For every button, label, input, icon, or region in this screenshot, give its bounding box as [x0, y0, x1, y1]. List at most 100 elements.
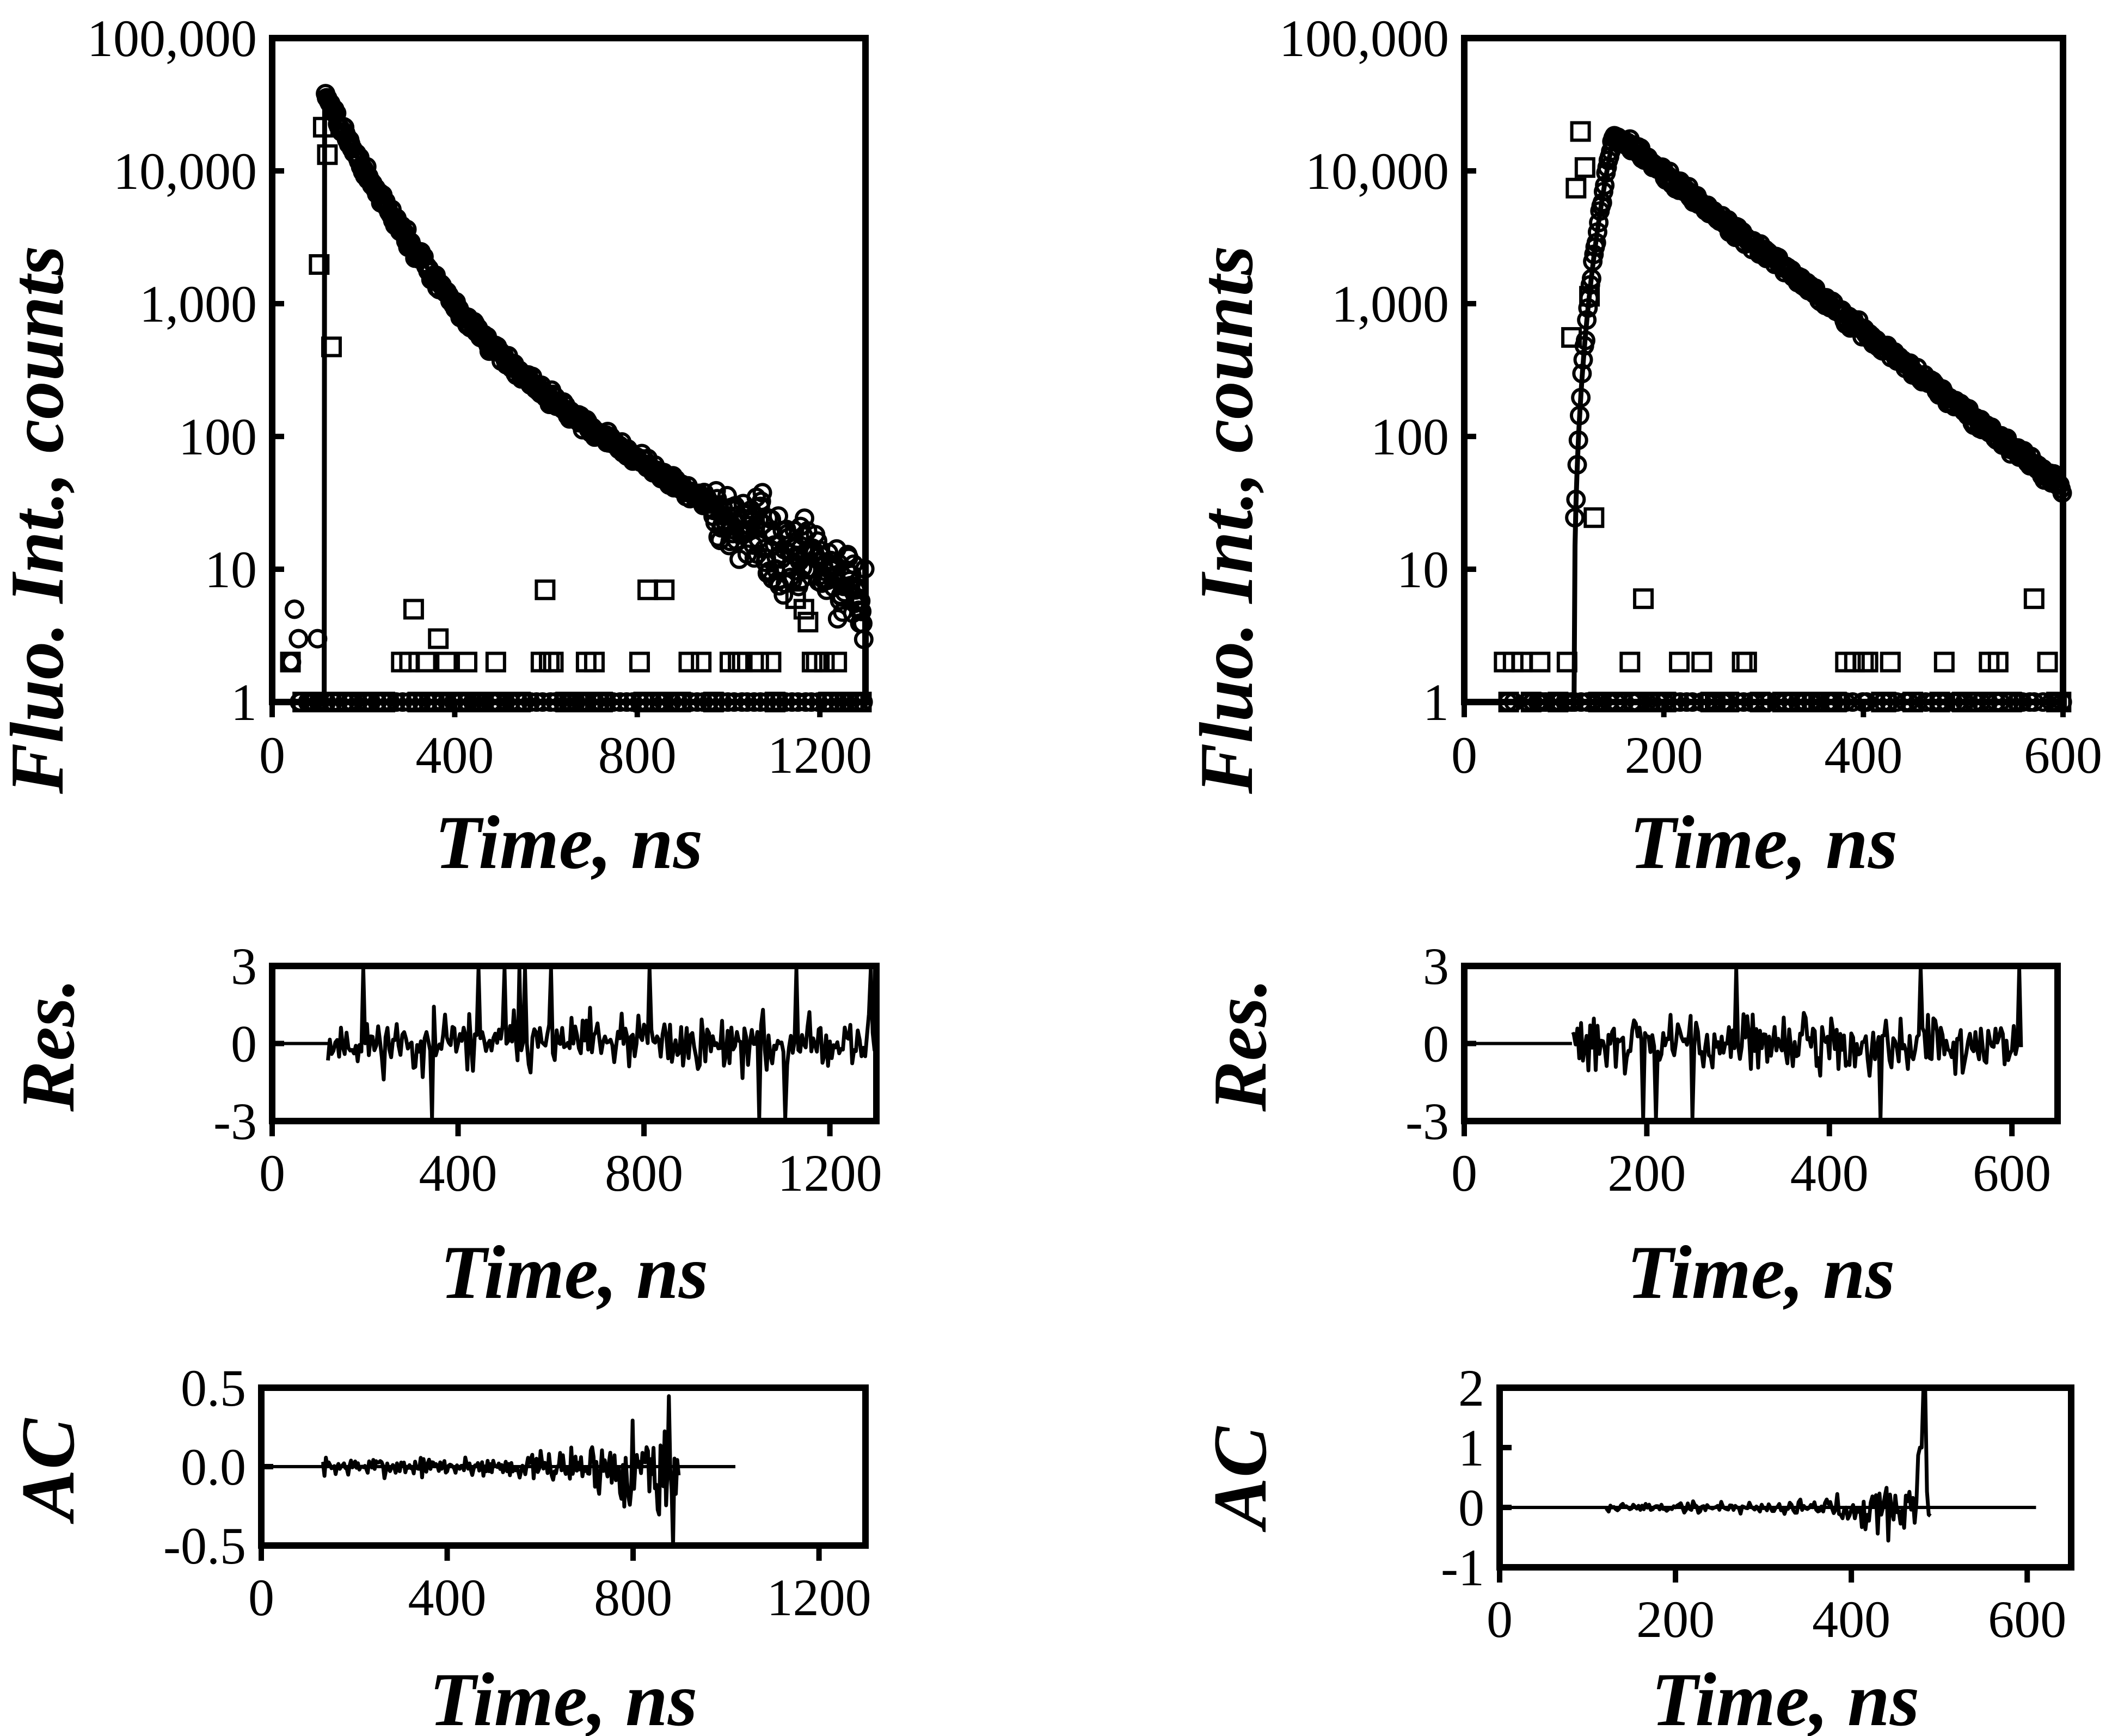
decay-point — [752, 483, 772, 503]
y-axis-label: Fluo. Int., counts — [0, 245, 79, 795]
y-tick-label: 1 — [1458, 1419, 1484, 1477]
irf-point — [748, 651, 769, 673]
irf-point — [2023, 588, 2045, 610]
y-tick-label: 3 — [1423, 937, 1449, 995]
irf-point — [1530, 651, 1551, 673]
y-tick-label: 0 — [1423, 1015, 1449, 1073]
x-tick-label: 800 — [605, 1144, 683, 1202]
x-tick-label: 600 — [2024, 726, 2102, 784]
irf-point — [1619, 651, 1641, 673]
x-axis-label: Time, ns — [435, 801, 703, 885]
y-tick-label: 1 — [1423, 673, 1449, 731]
y-tick-label: -3 — [1405, 1092, 1449, 1150]
y-axis-label: AC — [1198, 1426, 1282, 1532]
plot-area — [1500, 1386, 2036, 1543]
decay-point — [807, 531, 827, 551]
irf-point — [1933, 651, 1955, 673]
irf-point — [317, 144, 338, 165]
y-axis-label: Res. — [1198, 978, 1282, 1112]
plot-frame — [1461, 963, 2061, 1124]
x-tick-label: 0 — [248, 1568, 274, 1627]
irf-point — [654, 579, 675, 600]
irf-point — [760, 651, 782, 673]
irf-point — [1583, 507, 1605, 528]
residuals-trace — [326, 967, 879, 1121]
x-tick-label: 200 — [1625, 726, 1703, 784]
x-tick-label: 1200 — [767, 1568, 871, 1627]
irf-point — [436, 651, 457, 673]
plot-frame — [258, 1384, 869, 1549]
fit-line — [1464, 129, 2065, 705]
y-tick-label: 0 — [231, 1015, 257, 1073]
y-tick-label: 3 — [231, 937, 257, 995]
y-axis-label: Fluo. Int., counts — [1184, 245, 1269, 795]
irf-point — [309, 254, 330, 275]
decay-point — [773, 585, 794, 605]
plot-area — [1464, 967, 2023, 1121]
irf-point — [1633, 588, 1654, 610]
x-tick-label: 0 — [259, 1144, 285, 1202]
x-tick-label: 0 — [1451, 1144, 1477, 1202]
plot-frame — [269, 963, 880, 1124]
y-tick-label: 100 — [1371, 408, 1449, 466]
x-tick-label: 200 — [1607, 1144, 1686, 1202]
irf-point — [543, 651, 564, 673]
decay-right-panel: 1 10 100 1,000 10,000 100,000 0 200 400 600 Time, … — [1184, 9, 2102, 885]
y-tick-label: 0 — [1458, 1479, 1484, 1537]
x-axis-label: Time, ns — [1627, 1230, 1895, 1315]
x-tick-label: 400 — [1812, 1590, 1890, 1648]
irf-point — [1691, 651, 1712, 673]
x-tick-label: 0 — [1487, 1590, 1513, 1648]
irf-point — [2037, 651, 2058, 673]
y-tick-label: 1,000 — [139, 275, 257, 333]
irf-point — [1880, 651, 1901, 673]
x-tick-label: 400 — [1790, 1144, 1869, 1202]
decay-point — [284, 599, 304, 619]
y-tick-label: 100,000 — [1279, 9, 1449, 67]
irf-point — [428, 628, 449, 649]
irf-point — [629, 651, 650, 673]
x-tick-label: 400 — [419, 1144, 498, 1202]
irf-point — [826, 651, 848, 673]
y-tick-label: 0.5 — [181, 1359, 246, 1417]
irf-point — [793, 599, 814, 620]
y-tick-label: -3 — [213, 1092, 257, 1150]
irf-point — [1561, 327, 1582, 348]
irf-point — [797, 612, 819, 633]
x-axis-label: Time, ns — [429, 1658, 698, 1736]
irf-point — [1857, 651, 1878, 673]
y-tick-label: 1 — [231, 673, 257, 731]
irf-point — [1987, 651, 2009, 673]
autocorrelation-trace — [321, 1394, 681, 1548]
fit-line — [272, 90, 867, 705]
y-tick-label: 1,000 — [1331, 275, 1449, 333]
plot-area — [272, 967, 879, 1121]
y-tick-label: 10,000 — [113, 142, 257, 200]
plot-area — [272, 84, 875, 712]
irf-point — [1565, 177, 1587, 199]
irf-point — [1574, 157, 1595, 178]
x-tick-label: 600 — [1988, 1590, 2066, 1648]
x-tick-label: 400 — [408, 1568, 487, 1627]
y-tick-label: 0.0 — [181, 1438, 246, 1496]
plot-area — [261, 1394, 735, 1548]
irf-point — [1732, 651, 1753, 673]
x-tick-label: 400 — [1824, 726, 1902, 784]
x-tick-label: 0 — [259, 726, 285, 784]
x-axis-label: Time, ns — [440, 1230, 709, 1315]
y-tick-label: 100,000 — [87, 9, 257, 67]
irf-point — [814, 651, 835, 673]
y-axis-label: Res. — [6, 978, 90, 1112]
x-tick-label: 600 — [1973, 1144, 2051, 1202]
irf-point — [403, 599, 424, 620]
plot-frame — [1496, 1384, 2074, 1571]
irf-point — [1736, 651, 1757, 673]
plot-frame — [269, 35, 869, 705]
x-tick-label: 0 — [1451, 726, 1477, 784]
y-axis-label: AC — [6, 1418, 90, 1524]
irf-point — [1570, 121, 1591, 142]
irf-point — [1669, 651, 1690, 673]
autocorrelation-left-panel: -0.5 0.0 0.5 0 400 800 1200 Time, ns AC — [6, 1359, 871, 1736]
